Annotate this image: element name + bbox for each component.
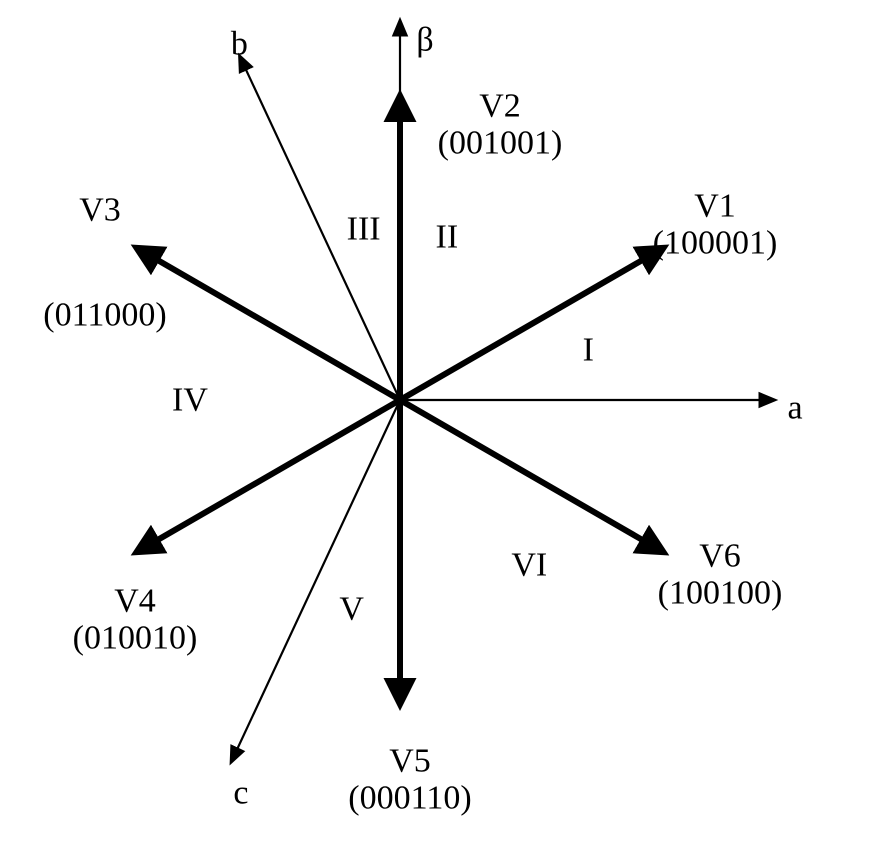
vector-name-V2: V2 [479,88,521,125]
sector-label-III: III [347,210,381,247]
sector-label-II: II [436,218,459,255]
vector-V4 [140,400,400,550]
vector-label-V5: V5(000110) [348,743,471,818]
vector-V6 [400,400,660,550]
axis-c [231,400,400,763]
vector-code-V1: (100001) [653,225,778,262]
vector-code-V3: (011000) [43,296,166,333]
vector-code-V2: (001001) [438,125,563,162]
axis-label-c: c [233,774,248,811]
vector-code-V5: (000110) [348,780,471,817]
vector-name-V5: V5 [389,743,431,780]
vector-label-V4: V4(010010) [73,583,198,658]
sector-label-VI: VI [511,547,547,584]
vector-V1 [400,250,660,400]
vector-label-V6: V6(100100) [658,538,783,613]
vector-label-V2: V2(001001) [438,88,563,163]
sector-label-IV: IV [172,381,208,418]
axis-label-a: a [787,389,802,426]
vector-name-V4: V4 [114,583,156,620]
sector-label-V: V [339,591,364,628]
vector-V3 [140,250,400,400]
vector-code-V6: (100100) [658,575,783,612]
axis-label-b: b [231,25,248,62]
sector-label-I: I [583,331,594,368]
vector-code-V4: (010010) [73,620,198,657]
vector-name-V1: V1 [694,188,736,225]
axis-label-beta: β [416,21,433,58]
vector-name-V6: V6 [699,538,741,575]
vector-name-V3: V3 [79,191,121,228]
vector-label-V1: V1(100001) [653,188,778,263]
